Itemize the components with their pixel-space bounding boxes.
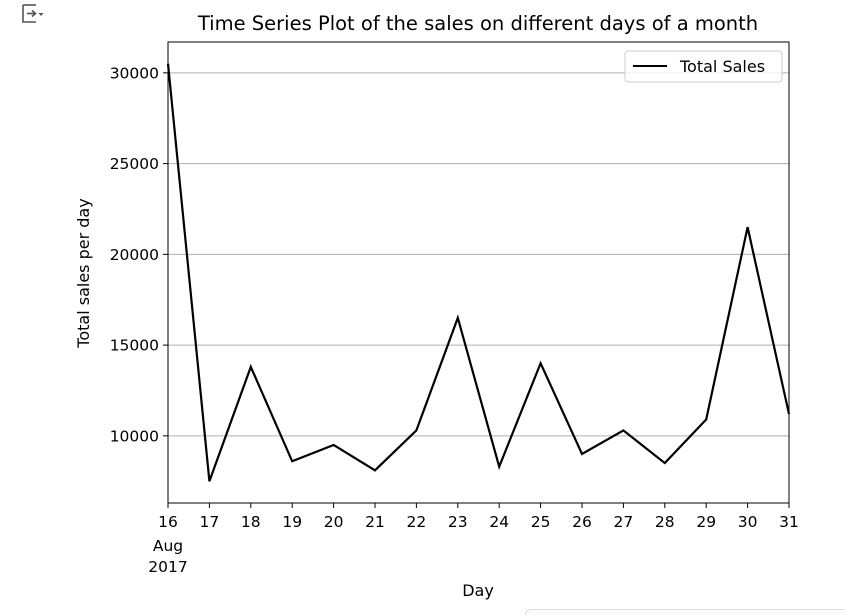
- x-tick-label: 22: [407, 513, 427, 531]
- tick-layer: 10000 15000 20000 25000 30000 16 17 18 19 20 21 22 2…: [110, 64, 799, 576]
- x-tick-label: 24: [489, 513, 509, 531]
- x-tick-sublabel: 2017: [148, 558, 187, 576]
- x-tick-sublabel: Aug: [153, 537, 183, 555]
- x-tick-label: 23: [448, 513, 468, 531]
- x-tick-label: 31: [779, 513, 799, 531]
- output-collapse-icon[interactable]: [20, 2, 46, 26]
- x-tick-label: 18: [241, 513, 261, 531]
- y-tick-label: 20000: [110, 246, 159, 264]
- legend-label: Total Sales: [679, 57, 765, 76]
- grid-lines: [168, 72, 789, 437]
- x-tick-label: 19: [282, 513, 302, 531]
- x-axis-label: Day: [462, 581, 494, 600]
- x-tick-label: 20: [324, 513, 344, 531]
- next-cell-edge: [525, 609, 845, 615]
- series-layer: [166, 63, 791, 482]
- x-tick-label: 29: [696, 513, 716, 531]
- y-axis-label: Total sales per day: [74, 198, 93, 348]
- plot-frame: [167, 41, 790, 504]
- x-tick-label: 16: [158, 513, 178, 531]
- x-tick-label: 17: [200, 513, 220, 531]
- y-tick-label: 15000: [110, 337, 159, 355]
- legend: Total Sales: [624, 50, 783, 83]
- y-tick-label: 30000: [110, 64, 159, 82]
- legend-box: [624, 50, 783, 83]
- x-tick-label: 26: [572, 513, 592, 531]
- x-tick-label: 28: [655, 513, 675, 531]
- x-tick-label: 21: [365, 513, 385, 531]
- x-tick-label: 25: [531, 513, 551, 531]
- chart-title: Time Series Plot of the sales on differe…: [197, 12, 758, 35]
- series-line: [166, 63, 791, 482]
- x-tick-label: 27: [614, 513, 634, 531]
- y-tick-label: 25000: [110, 155, 159, 173]
- x-tick-label: 30: [738, 513, 758, 531]
- y-tick-label: 10000: [110, 427, 159, 445]
